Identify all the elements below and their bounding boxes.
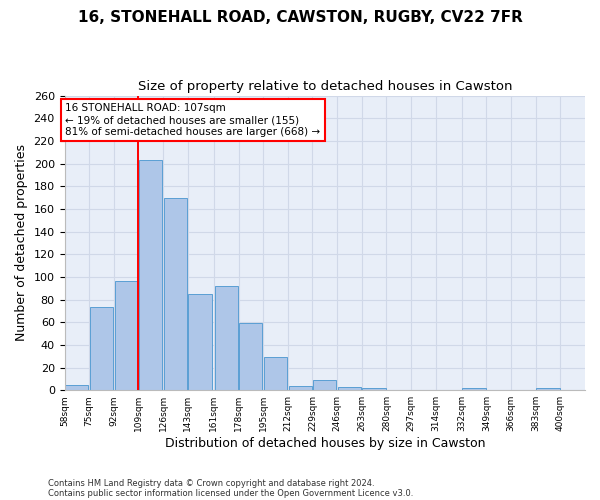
Bar [362, 388, 386, 390]
Bar [115, 282, 138, 390]
Bar [164, 198, 187, 390]
Bar [215, 286, 238, 390]
Bar [313, 380, 337, 390]
Text: 16 STONEHALL ROAD: 107sqm
← 19% of detached houses are smaller (155)
81% of semi: 16 STONEHALL ROAD: 107sqm ← 19% of detac… [65, 104, 320, 136]
Title: Size of property relative to detached houses in Cawston: Size of property relative to detached ho… [137, 80, 512, 93]
X-axis label: Distribution of detached houses by size in Cawston: Distribution of detached houses by size … [164, 437, 485, 450]
Bar [188, 294, 212, 390]
Text: 16, STONEHALL ROAD, CAWSTON, RUGBY, CV22 7FR: 16, STONEHALL ROAD, CAWSTON, RUGBY, CV22… [77, 10, 523, 25]
Bar [90, 308, 113, 390]
Bar [536, 388, 560, 390]
Bar [264, 358, 287, 390]
Bar [139, 160, 163, 390]
Bar [65, 384, 88, 390]
Text: Contains HM Land Registry data © Crown copyright and database right 2024.: Contains HM Land Registry data © Crown c… [48, 478, 374, 488]
Bar [463, 388, 485, 390]
Y-axis label: Number of detached properties: Number of detached properties [15, 144, 28, 342]
Bar [239, 324, 262, 390]
Bar [289, 386, 312, 390]
Text: Contains public sector information licensed under the Open Government Licence v3: Contains public sector information licen… [48, 488, 413, 498]
Bar [338, 387, 361, 390]
